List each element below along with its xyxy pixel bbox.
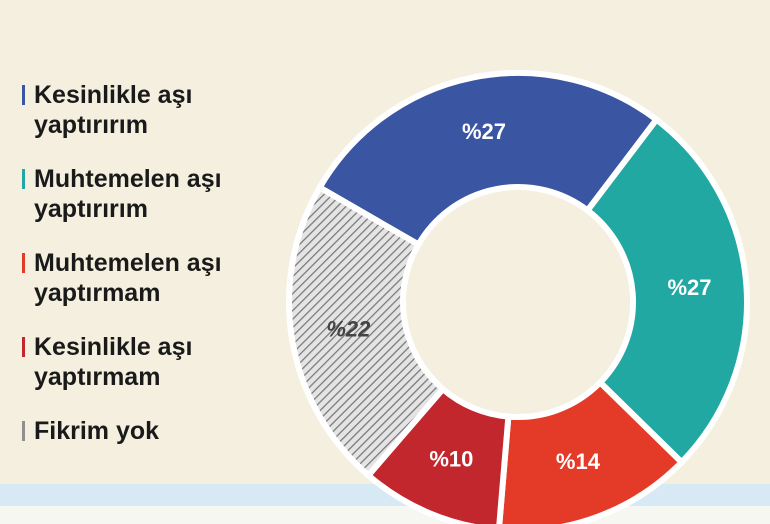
legend-item: Muhtemelen aşı yaptırmam	[22, 248, 237, 308]
slice	[496, 378, 686, 524]
legend-item: Kesinlikle aşı yaptırırım	[22, 80, 237, 140]
value-label: %27	[462, 119, 506, 144]
value-label: %27	[668, 275, 712, 300]
legend-label: Fikrim yok	[34, 417, 160, 445]
legend-label: Muhtemelen aşı yaptırmam	[34, 249, 222, 307]
legend: Kesinlikle aşı yaptırırım Muhtemelen aşı …	[22, 80, 237, 470]
legend-label: Kesinlikle aşı yaptırırım	[34, 81, 193, 139]
legend-item: Kesinlikle aşı yaptırmam	[22, 332, 237, 392]
value-label: %10	[429, 446, 473, 471]
legend-item: Muhtemelen aşı yaptırırım	[22, 164, 237, 224]
legend-item: Fikrim yok	[22, 416, 237, 446]
legend-marker	[22, 169, 25, 189]
legend-marker	[22, 421, 25, 441]
slice	[583, 115, 750, 467]
slice	[286, 183, 448, 480]
legend-marker	[22, 85, 25, 105]
value-label: %22	[326, 316, 371, 341]
legend-label: Muhtemelen aşı yaptırırım	[34, 165, 222, 223]
slice	[315, 70, 661, 249]
legend-marker	[22, 253, 25, 273]
legend-marker	[22, 337, 25, 357]
value-label: %14	[556, 449, 601, 474]
legend-label: Kesinlikle aşı yaptırmam	[34, 333, 193, 391]
